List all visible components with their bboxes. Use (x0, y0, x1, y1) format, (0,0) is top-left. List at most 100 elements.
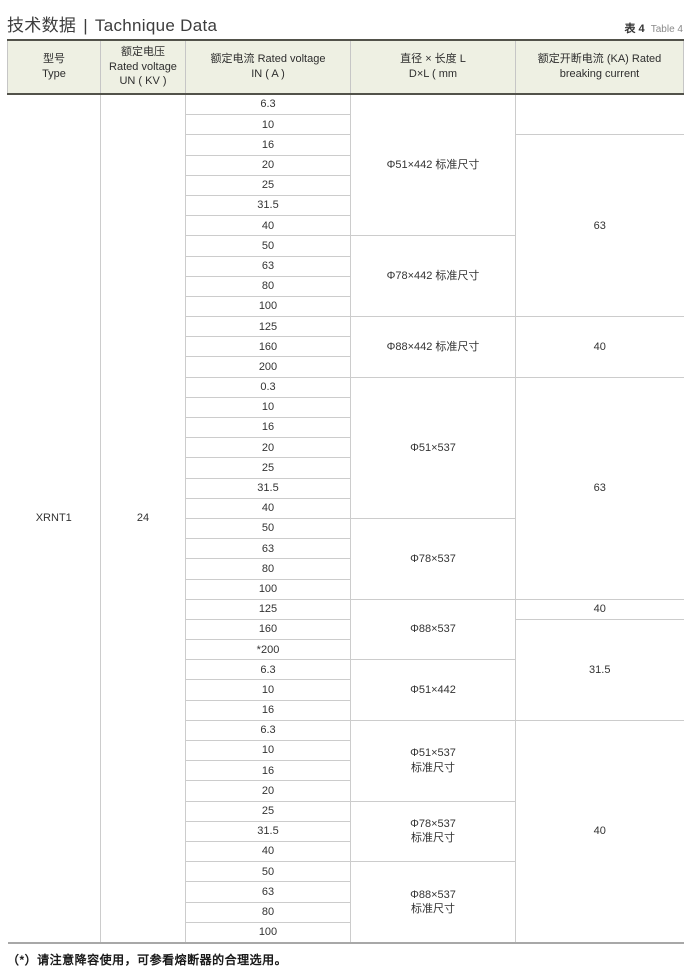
rated-current-cell: 80 (185, 275, 351, 297)
rated-current-cell: 25 (185, 174, 351, 196)
header-rated-voltage: 额定电压 Rated voltage UN ( KV ) (100, 39, 186, 95)
rated-current-cell: 6.3 (185, 93, 351, 116)
table-row: 125 Φ88×537 40 (8, 598, 684, 661)
table-row: 125 Φ88×442 标准尺寸 40 (8, 316, 684, 378)
technical-data-table: 型号 Type 额定电压 Rated voltage UN ( KV ) 额定电… (7, 39, 684, 944)
table-row: 100 (8, 578, 684, 600)
rated-current-cell: 20 (185, 437, 351, 459)
rated-current-cell: 63 (185, 538, 351, 560)
table-header: 型号 Type 额定电压 Rated voltage UN ( KV ) 额定电… (7, 39, 684, 95)
dimension-cell: Φ88×537 (350, 598, 516, 661)
page-title: 技术数据 | Tachnique Data (7, 11, 217, 36)
rated-current-cell: 31.5 (185, 477, 351, 499)
table-row: 200 (8, 356, 684, 378)
dimension-line1: Φ78×537 (410, 818, 456, 831)
breaking-current-cell: 31.5 (515, 618, 684, 721)
dimension-cell: Φ51×537 (350, 376, 516, 519)
header-breaking-current: 额定开断电流 (KA) Rated breaking current (515, 39, 684, 95)
rated-current-cell: 40 (185, 497, 351, 519)
page-title-zh: 技术数据 (7, 16, 77, 35)
header-rated-current: 额定电流 Rated voltage IN ( A ) (185, 39, 351, 95)
rated-current-cell: 16 (185, 699, 351, 721)
rated-current-cell: 10 (185, 679, 351, 701)
rated-current-cell: 31.5 (185, 194, 351, 217)
rated-current-cell: 6.3 (185, 719, 351, 742)
breaking-current-cell (515, 93, 684, 136)
rated-current-cell: 200 (185, 356, 351, 378)
page-title-en: Tachnique Data (94, 16, 218, 35)
table-row: 63 (8, 538, 684, 560)
dimension-cell: Φ78×537 标准尺寸 (350, 800, 516, 863)
breaking-current-cell: 63 (515, 376, 684, 600)
table-row: 31.5 (8, 820, 684, 842)
table-header-row: 型号 Type 额定电压 Rated voltage UN ( KV ) 额定电… (7, 39, 684, 95)
rated-current-cell: 100 (185, 578, 351, 600)
dimension-cell: Φ51×442 标准尺寸 (350, 93, 516, 237)
table-row: 31.5 (8, 477, 684, 499)
table-row: 50 Φ78×442 标准尺寸 (8, 235, 684, 318)
dimension-line1: Φ51×537 (410, 441, 456, 454)
table-row: 25 Φ78×537 标准尺寸 (8, 800, 684, 863)
footnote: （*）请注意降容使用，可参看熔断器的合理选用。 (7, 952, 288, 967)
dimension-line1: Φ78×537 (410, 552, 456, 565)
page-title-separator: | (83, 16, 88, 35)
table-row: 0.3 Φ51×537 63 (8, 376, 684, 600)
table-row: 10 (8, 679, 684, 701)
table-row: 6.3 Φ51×537 标准尺寸 40 (8, 719, 684, 944)
table-row: 80 (8, 275, 684, 297)
rated-current-cell: 10 (185, 739, 351, 762)
rated-current-cell: 100 (185, 295, 351, 318)
breaking-current-cell: 40 (515, 316, 684, 378)
rated-current-cell: 160 (185, 618, 351, 641)
rated-current-cell: 6.3 (185, 659, 351, 681)
dimension-cell: Φ88×442 标准尺寸 (350, 316, 516, 378)
rated-current-cell: 50 (185, 861, 351, 883)
rated-current-cell: 40 (185, 840, 351, 863)
dimension-line2: 标准尺寸 (411, 903, 455, 915)
rated-current-cell: 100 (185, 921, 351, 944)
dimension-cell: Φ51×442 (350, 659, 516, 721)
dimension-line1: Φ51×537 (410, 747, 456, 760)
rated-current-cell: 50 (185, 517, 351, 540)
table-reference-en: Table 4 (650, 24, 683, 35)
rated-current-cell: 10 (185, 396, 351, 419)
table-row: 16 63 (8, 134, 684, 318)
rated-current-cell: 20 (185, 780, 351, 802)
type-cell: XRNT1 (7, 93, 101, 944)
dimension-line1: Φ88×537 (410, 623, 456, 636)
dimension-line1: Φ88×537 (410, 888, 456, 901)
rated-voltage-cell: 24 (100, 93, 186, 944)
dimension-cell: Φ78×442 标准尺寸 (350, 235, 516, 318)
rated-current-cell: 40 (185, 215, 351, 237)
rated-current-cell: 63 (185, 255, 351, 277)
rated-current-cell: 80 (185, 901, 351, 923)
rated-current-cell: 80 (185, 558, 351, 580)
dimension-line1: Φ51×442 (410, 683, 456, 696)
page-header: 技术数据 | Tachnique Data 表 4 Table 4 (7, 8, 683, 36)
dimension-line1: Φ88×442 标准尺寸 (386, 340, 480, 353)
dimension-line2: 标准尺寸 (411, 761, 455, 774)
rated-current-cell: 25 (185, 457, 351, 479)
rated-current-cell: 16 (185, 760, 351, 782)
rated-current-cell: 16 (185, 416, 351, 439)
dimension-line1: Φ51×442 标准尺寸 (386, 159, 480, 171)
dimension-cell: Φ51×537 标准尺寸 (350, 719, 516, 802)
table-row: XRNT1 24 6.3 Φ51×442 标准尺寸 (7, 93, 684, 944)
table-row: 6.3 Φ51×442 (8, 659, 684, 721)
rated-current-cell: 20 (185, 154, 351, 176)
header-dimension: 直径 × 长度 L D×L ( mm (350, 39, 516, 95)
rated-current-cell: 25 (185, 800, 351, 822)
breaking-current-cell: 40 (515, 598, 684, 620)
rated-current-cell: 50 (185, 235, 351, 257)
rated-current-cell: 160 (185, 336, 351, 358)
rated-current-cell: 125 (185, 316, 351, 338)
dimension-cell: Φ78×537 (350, 517, 516, 600)
dimension-cell: Φ88×537 标准尺寸 (350, 861, 516, 944)
breaking-current-cell: 40 (515, 719, 684, 944)
dimension-line1: Φ78×442 标准尺寸 (386, 270, 480, 283)
table-body: XRNT1 24 6.3 Φ51×442 标准尺寸 10 16 63 20 25 31.5 40 50… (7, 93, 684, 944)
table-reference: 表 4 Table 4 (625, 24, 684, 36)
rated-current-cell: 63 (185, 881, 351, 903)
table-reference-zh: 表 4 (624, 23, 645, 35)
